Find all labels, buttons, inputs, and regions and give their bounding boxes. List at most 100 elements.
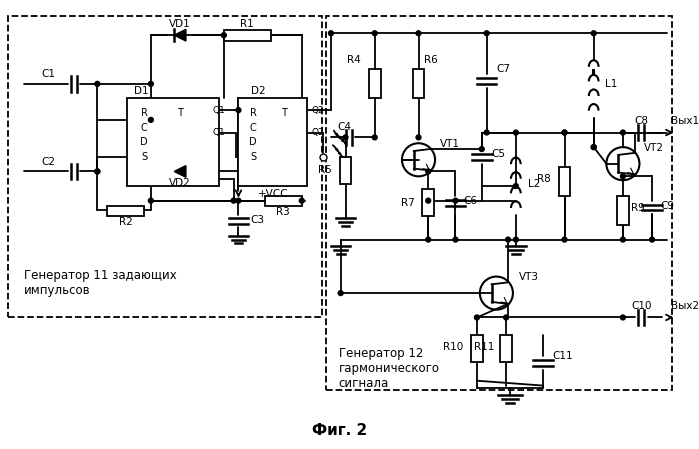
Bar	[369, 69, 380, 98]
Text: C2: C2	[42, 157, 56, 167]
Polygon shape	[174, 29, 186, 41]
Text: C4: C4	[338, 122, 352, 132]
Bar	[127, 98, 219, 186]
Circle shape	[591, 31, 596, 35]
Bar	[500, 335, 512, 362]
Circle shape	[426, 169, 431, 174]
Text: C3: C3	[250, 215, 264, 225]
Circle shape	[338, 291, 343, 295]
Text: D2: D2	[251, 86, 266, 96]
Text: VT2: VT2	[644, 143, 664, 153]
Bar	[8, 16, 322, 317]
Text: R9: R9	[630, 203, 644, 213]
Circle shape	[329, 31, 333, 35]
Text: R1: R1	[240, 19, 254, 30]
Text: S: S	[141, 152, 147, 162]
Text: S: S	[250, 152, 256, 162]
Circle shape	[95, 169, 100, 174]
Circle shape	[621, 315, 626, 320]
Circle shape	[649, 237, 654, 242]
Text: Вых1: Вых1	[670, 116, 699, 126]
Bar	[559, 167, 570, 196]
Text: C6: C6	[463, 196, 477, 206]
Bar	[224, 31, 271, 41]
Circle shape	[453, 198, 458, 203]
Circle shape	[484, 130, 489, 135]
Circle shape	[236, 108, 241, 113]
Text: Генератор 12
гармонического
сигнала: Генератор 12 гармонического сигнала	[339, 347, 440, 390]
Polygon shape	[174, 166, 186, 177]
Text: C11: C11	[553, 352, 573, 361]
Circle shape	[373, 135, 377, 140]
Text: VD2: VD2	[169, 178, 191, 188]
Circle shape	[426, 198, 431, 203]
Text: VT3: VT3	[519, 272, 539, 282]
Text: D: D	[140, 137, 148, 147]
Circle shape	[621, 130, 626, 135]
Circle shape	[95, 169, 100, 174]
Bar	[422, 189, 434, 216]
Text: C7: C7	[496, 64, 510, 74]
Text: Вых2: Вых2	[670, 301, 699, 311]
Text: R6: R6	[424, 54, 438, 65]
Circle shape	[148, 198, 153, 203]
Circle shape	[591, 145, 596, 150]
Bar	[471, 335, 483, 362]
Text: C5: C5	[491, 149, 505, 159]
Text: R: R	[140, 108, 147, 118]
Text: R2: R2	[119, 217, 132, 227]
Text: R4: R4	[347, 54, 361, 65]
Text: R: R	[250, 108, 257, 118]
Bar	[265, 196, 302, 207]
Bar	[412, 69, 424, 98]
Circle shape	[562, 130, 567, 135]
Text: C8: C8	[635, 116, 649, 126]
Circle shape	[373, 31, 377, 35]
Text: T: T	[177, 108, 183, 118]
Circle shape	[562, 130, 567, 135]
Text: C10: C10	[631, 301, 651, 311]
Circle shape	[513, 184, 518, 189]
Circle shape	[484, 31, 489, 35]
Text: Q2: Q2	[312, 106, 324, 114]
Circle shape	[95, 81, 100, 86]
Text: VT1: VT1	[440, 139, 460, 149]
Text: Q̄2: Q̄2	[312, 128, 324, 137]
Text: Q̄1: Q̄1	[212, 128, 225, 137]
Text: L2: L2	[528, 179, 540, 189]
Circle shape	[591, 145, 596, 150]
Bar	[107, 206, 144, 216]
Circle shape	[416, 31, 421, 35]
Text: VD1: VD1	[169, 19, 191, 30]
Text: Генератор 11 задающих
импульсов: Генератор 11 задающих импульсов	[24, 269, 177, 297]
Text: R7: R7	[401, 198, 415, 207]
Text: R8: R8	[537, 174, 551, 184]
Circle shape	[231, 198, 236, 203]
Text: C: C	[140, 123, 147, 132]
Text: D: D	[250, 137, 257, 147]
Bar	[617, 196, 628, 225]
Circle shape	[621, 174, 626, 179]
Circle shape	[236, 198, 241, 203]
Circle shape	[562, 237, 567, 242]
Circle shape	[504, 315, 509, 320]
Bar	[326, 16, 672, 391]
Bar	[340, 157, 352, 184]
Circle shape	[426, 237, 431, 242]
Text: T: T	[281, 108, 287, 118]
Circle shape	[513, 237, 518, 242]
Text: R11: R11	[474, 342, 494, 352]
Text: C9: C9	[660, 201, 674, 211]
Text: L1: L1	[605, 79, 618, 89]
Circle shape	[513, 130, 518, 135]
Circle shape	[343, 135, 348, 140]
Text: Фиг. 2: Фиг. 2	[312, 423, 367, 438]
Circle shape	[453, 237, 458, 242]
Circle shape	[621, 237, 626, 242]
Circle shape	[148, 81, 153, 86]
Text: C1: C1	[42, 69, 56, 79]
Text: R3: R3	[276, 207, 290, 217]
Text: R5: R5	[318, 164, 332, 175]
Circle shape	[480, 147, 484, 151]
Text: Q1: Q1	[212, 106, 225, 114]
